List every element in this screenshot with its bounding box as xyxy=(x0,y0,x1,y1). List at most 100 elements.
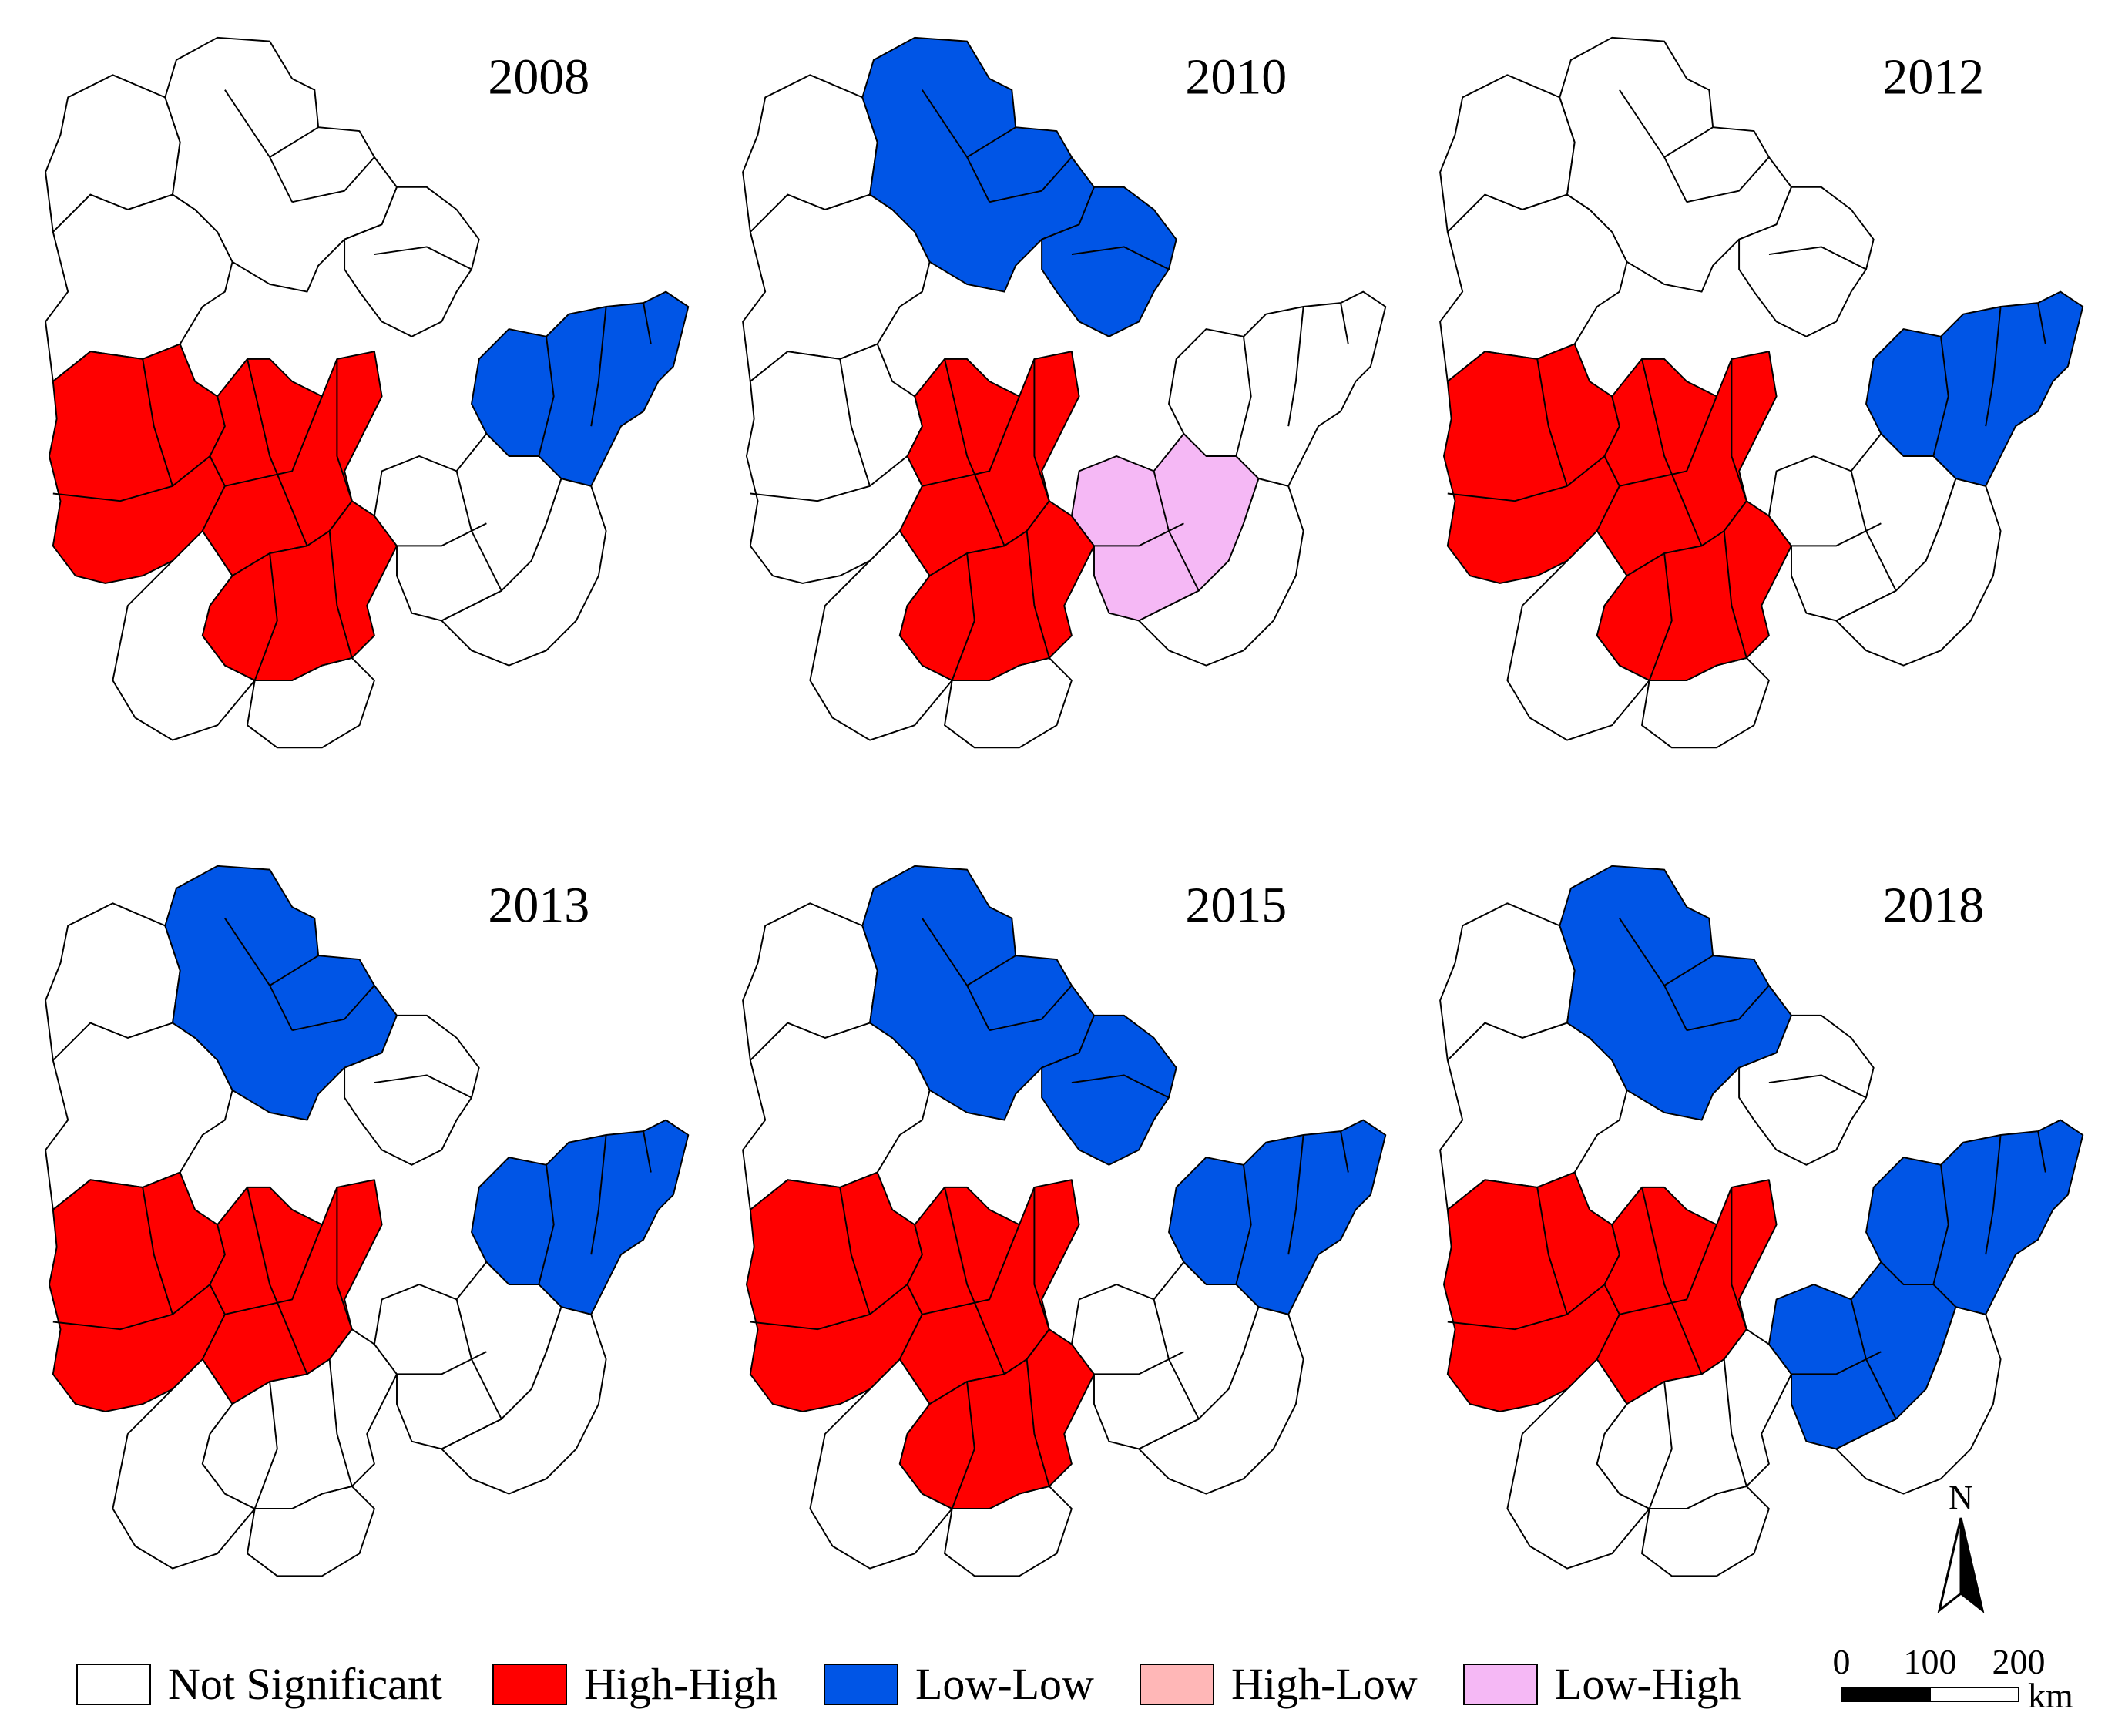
region-outline-1 xyxy=(742,193,931,382)
region-southeast-boundary-2 xyxy=(397,1351,487,1375)
region-center-boundary-1 xyxy=(944,358,1005,546)
region-north-boundary-1 xyxy=(922,89,991,203)
region-southeast xyxy=(1070,1261,1260,1450)
region-east-boundary-1 xyxy=(1235,1164,1252,1285)
north-arrow: N xyxy=(1937,1479,1985,1613)
region-southeast-boundary-2 xyxy=(397,522,487,547)
region-center-boundary-2 xyxy=(1619,1224,1717,1315)
legend-label: High-Low xyxy=(1231,1659,1418,1709)
legend-swatch xyxy=(1463,1664,1538,1705)
region-center-boundary-2 xyxy=(1619,396,1717,487)
region-outline-1 xyxy=(1439,1022,1628,1210)
legend-swatch xyxy=(1140,1664,1214,1705)
region-south-boundary-1 xyxy=(1648,552,1673,681)
legend: Not Significant High-High Low-Low High-Low L… xyxy=(76,1659,1741,1709)
region-southeast xyxy=(373,1261,562,1450)
region-northeast-boundary-1 xyxy=(1071,246,1170,270)
region-center-boundary-3 xyxy=(1731,358,1747,502)
region-south-boundary-2 xyxy=(1026,530,1050,659)
region-outline-1 xyxy=(45,1022,233,1210)
region-west-boundary-1 xyxy=(750,1284,908,1331)
region-south xyxy=(1596,1328,1792,1509)
region-northeast xyxy=(1041,186,1177,337)
region-west-boundary-1 xyxy=(1447,1284,1606,1331)
region-west-boundary-2 xyxy=(1536,1187,1568,1315)
north-arrow-left-half xyxy=(1937,1517,1962,1613)
region-east-boundary-2 xyxy=(1985,306,2002,427)
legend-label: Low-High xyxy=(1555,1659,1741,1709)
region-southeast xyxy=(373,432,562,622)
region-east-boundary-3 xyxy=(643,1130,652,1173)
legend-swatch xyxy=(76,1664,151,1705)
region-northeast-boundary-1 xyxy=(1768,246,1867,270)
region-west-boundary-2 xyxy=(839,358,871,487)
region-south-boundary-2 xyxy=(328,1358,353,1487)
scale-bar: 0 100 200 km xyxy=(1833,1642,2074,1715)
region-outline-2 xyxy=(45,74,181,233)
region-south-boundary-2 xyxy=(1723,530,1747,659)
legend-item: Not Significant xyxy=(76,1659,442,1709)
region-northeast xyxy=(344,186,480,337)
region-center-boundary-2 xyxy=(922,1224,1020,1315)
region-outline-1 xyxy=(742,1022,931,1210)
region-south-boundary-2 xyxy=(1723,1358,1747,1487)
region-center-boundary-1 xyxy=(1641,358,1703,546)
north-arrow-right-half xyxy=(1959,1517,1985,1613)
region-south-boundary-2 xyxy=(328,530,353,659)
region-southeast-boundary-2 xyxy=(1094,522,1184,547)
scale-tick-0: 0 xyxy=(1833,1642,1851,1681)
region-west-boundary-2 xyxy=(1536,358,1568,487)
legend-label: Low-Low xyxy=(915,1659,1094,1709)
region-outline-1 xyxy=(45,193,233,382)
region-east-boundary-1 xyxy=(538,336,555,457)
map-panel-2018: 2018 xyxy=(1439,865,2084,1577)
region-east-boundary-2 xyxy=(590,1134,607,1255)
region-outline-2 xyxy=(742,74,878,233)
region-northeast-boundary-1 xyxy=(1768,1074,1867,1099)
region-southeast xyxy=(1767,432,1957,622)
region-southeast-boundary-2 xyxy=(1791,522,1882,547)
map-panels: 2008 2010 2012 2013 2015 2018 xyxy=(45,36,2084,1577)
region-northeast-boundary-1 xyxy=(374,1074,472,1099)
region-east-boundary-1 xyxy=(1235,336,1252,457)
region-east-boundary-3 xyxy=(1340,1130,1349,1173)
legend-label: High-High xyxy=(584,1659,777,1709)
region-north-boundary-2 xyxy=(1686,985,1770,1032)
region-northeast xyxy=(1738,186,1875,337)
region-outline-1 xyxy=(1439,193,1628,382)
region-outline-2 xyxy=(45,902,181,1061)
region-east-boundary-2 xyxy=(1287,306,1304,427)
region-southeast-boundary-2 xyxy=(1791,1351,1882,1375)
region-center-boundary-3 xyxy=(1033,1187,1050,1330)
region-northeast xyxy=(1041,1014,1177,1166)
panel-year-label: 2015 xyxy=(1185,878,1287,934)
scale-tick-100: 100 xyxy=(1904,1642,1957,1681)
region-south-boundary-1 xyxy=(253,552,278,681)
region-west-boundary-1 xyxy=(1447,455,1606,502)
region-south-boundary-1 xyxy=(253,1381,278,1509)
region-outline-2 xyxy=(1439,902,1576,1061)
region-west-boundary-1 xyxy=(750,455,908,502)
panel-year-label: 2008 xyxy=(488,49,589,106)
legend-swatch xyxy=(492,1664,567,1705)
region-north-boundary-2 xyxy=(291,156,375,203)
region-north-boundary-3 xyxy=(966,126,1016,158)
region-east-boundary-1 xyxy=(1932,336,1949,457)
region-west-boundary-1 xyxy=(52,1284,211,1331)
region-center-boundary-1 xyxy=(247,358,308,546)
region-center-boundary-3 xyxy=(1033,358,1050,502)
region-northeast-boundary-1 xyxy=(374,246,472,270)
region-north-boundary-3 xyxy=(1663,126,1714,158)
panel-year-label: 2010 xyxy=(1185,49,1287,106)
map-panel-2012: 2012 xyxy=(1439,36,2084,749)
legend-item: Low-Low xyxy=(824,1659,1094,1709)
region-west-boundary-2 xyxy=(142,1187,173,1315)
region-east-boundary-2 xyxy=(1287,1134,1304,1255)
region-east-boundary-2 xyxy=(1985,1134,2002,1255)
map-panel-2013: 2013 xyxy=(45,865,690,1577)
region-north-boundary-1 xyxy=(922,918,991,1031)
region-east-boundary-3 xyxy=(643,302,652,344)
region-north-boundary-3 xyxy=(1663,955,1714,986)
panel-year-label: 2012 xyxy=(1882,49,1984,106)
region-center-boundary-3 xyxy=(1731,1187,1747,1330)
